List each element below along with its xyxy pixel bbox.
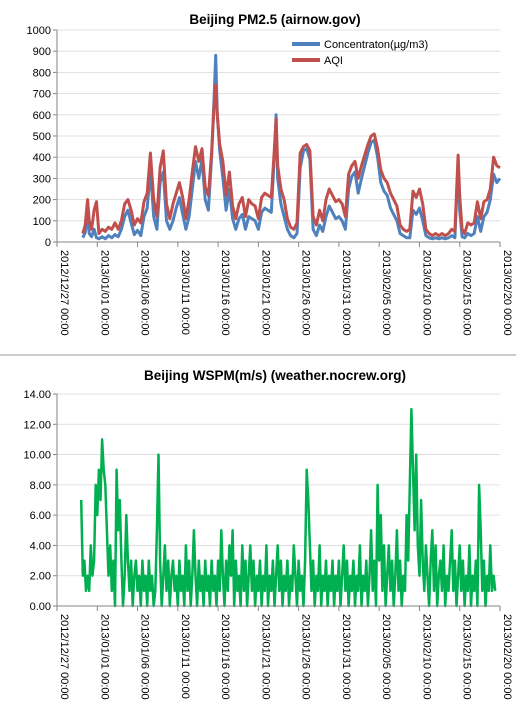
wspm-y-tick-label: 2.00 <box>30 571 51 583</box>
wspm-x-tick-label: 2013/01/31 00:00 <box>340 614 352 700</box>
pm25-x-tick-label: 2013/02/10 00:00 <box>420 250 432 336</box>
pm25-y-tick-label: 600 <box>33 110 51 122</box>
pm25-gridlines <box>57 29 500 222</box>
pm25-y-tick-label: 100 <box>33 216 51 228</box>
pm25-y-tick-labels: 0 100 200 300 400 500 600 700 800 900 1000 <box>27 25 51 249</box>
pm25-x-tick-label: 2013/01/31 00:00 <box>340 250 352 336</box>
pm25-x-tick-label: 2013/01/11 00:00 <box>179 250 191 335</box>
pm25-x-tick-label: 2013/01/01 00:00 <box>98 250 110 336</box>
pm25-legend-label: Concentraton(µg/m3) <box>324 39 428 51</box>
pm25-x-tick-label: 2013/02/20 00:00 <box>501 250 513 336</box>
pm25-x-tick-label: 2013/01/26 00:00 <box>300 250 312 336</box>
pm25-legend: Concentraton(µg/m3) AQI <box>292 39 428 67</box>
pm25-x-tick-labels: 2012/12/27 00:00 2013/01/01 00:00 2013/01/… <box>58 250 513 336</box>
wspm-chart-title: Beijing WSPM(m/s) (weather.nocrew.org) <box>144 368 406 383</box>
wspm-y-tick-label: 0.00 <box>30 601 51 613</box>
pm25-x-tick-label: 2013/01/06 00:00 <box>139 250 151 336</box>
wspm-x-tick-label: 2013/02/20 00:00 <box>501 614 513 700</box>
wspm-x-tick-label: 2013/01/21 00:00 <box>259 614 271 700</box>
wspm-y-tick-label: 12.00 <box>23 419 51 431</box>
pm25-axes <box>53 29 501 247</box>
pm25-series-group <box>81 53 502 241</box>
wspm-x-tick-label: 2013/01/11 00:00 <box>179 614 191 699</box>
pm25-x-tick-label: 2013/02/05 00:00 <box>380 250 392 336</box>
pm25-x-tick-label: 2013/01/16 00:00 <box>219 250 231 336</box>
pm25-series-line-aqi <box>81 83 501 238</box>
pm25-chart: Beijing PM2.5 (airnow.gov) 0 100 200 300 400… <box>27 12 513 336</box>
pm25-y-tick-label: 300 <box>33 173 51 185</box>
wspm-series-line-wind-speed <box>79 407 497 608</box>
wspm-series-group <box>79 407 497 608</box>
wspm-chart: Beijing WSPM(m/s) (weather.nocrew.org) 0… <box>23 368 513 700</box>
pm25-y-tick-label: 700 <box>33 89 51 101</box>
wspm-x-tick-label: 2012/12/27 00:00 <box>58 614 70 700</box>
pm25-y-tick-label: 500 <box>33 131 51 143</box>
pm25-x-tick-label: 2013/02/15 00:00 <box>461 250 473 336</box>
pm25-y-tick-label: 1000 <box>27 25 51 37</box>
wspm-x-tick-label: 2013/01/06 00:00 <box>139 614 151 700</box>
wspm-x-tick-label: 2013/01/26 00:00 <box>300 614 312 700</box>
wspm-y-tick-labels: 0.00 2.00 4.00 6.00 8.00 10.00 12.00 14.00 <box>23 389 51 613</box>
wspm-axes <box>53 393 501 611</box>
wspm-y-tick-label: 8.00 <box>30 480 51 492</box>
pm25-x-tick-label: 2012/12/27 00:00 <box>58 250 70 336</box>
pm25-series-line-concentraton-g-m3 <box>81 53 502 241</box>
pm25-y-tick-label: 800 <box>33 67 51 79</box>
wspm-x-tick-labels: 2012/12/27 00:00 2013/01/01 00:00 2013/01/… <box>58 614 513 700</box>
pm25-legend-label: AQI <box>324 55 343 67</box>
pm25-x-tick-label: 2013/01/21 00:00 <box>259 250 271 336</box>
wspm-x-tick-label: 2013/02/15 00:00 <box>461 614 473 700</box>
pm25-y-tick-label: 400 <box>33 152 51 164</box>
wspm-y-tick-label: 14.00 <box>23 389 51 401</box>
wspm-y-tick-label: 4.00 <box>30 540 51 552</box>
wspm-x-tick-label: 2013/02/10 00:00 <box>420 614 432 700</box>
wspm-x-tick-label: 2013/02/05 00:00 <box>380 614 392 700</box>
wspm-x-tick-label: 2013/01/16 00:00 <box>219 614 231 700</box>
pm25-y-tick-label: 0 <box>45 237 51 249</box>
pm25-y-tick-label: 900 <box>33 46 51 58</box>
wspm-y-tick-label: 6.00 <box>30 510 51 522</box>
wspm-y-tick-label: 10.00 <box>23 450 51 462</box>
wspm-x-tick-label: 2013/01/01 00:00 <box>98 614 110 700</box>
pm25-chart-title: Beijing PM2.5 (airnow.gov) <box>189 12 360 27</box>
pm25-y-tick-label: 200 <box>33 195 51 207</box>
